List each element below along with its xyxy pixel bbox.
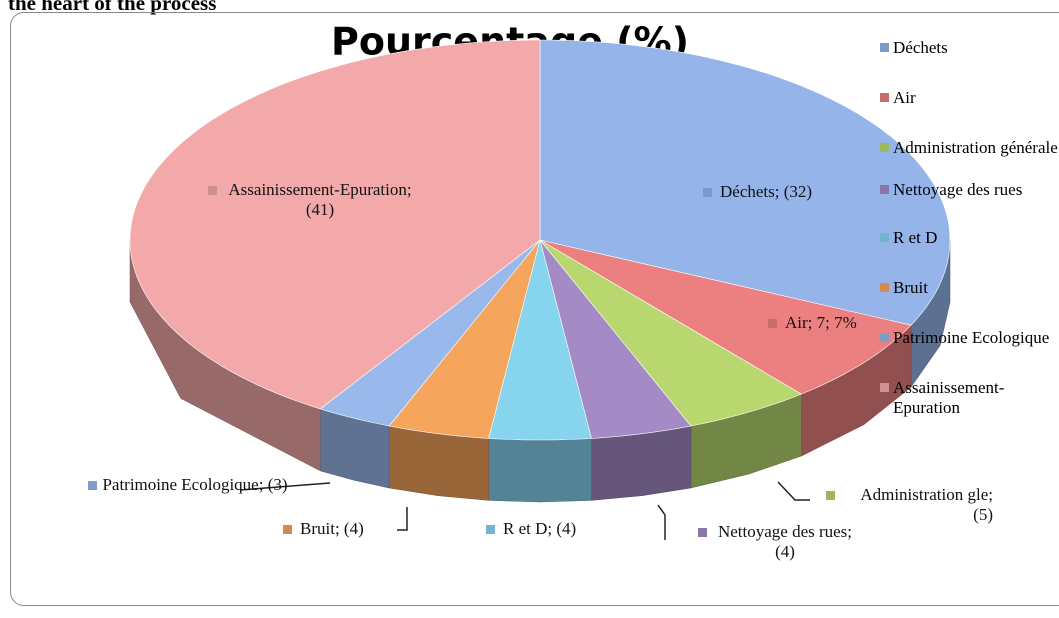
data-label: Nettoyage des rues; (4) — [717, 522, 853, 561]
leader-line — [777, 481, 810, 501]
data-label: Bruit; (4) — [300, 519, 364, 538]
slice — [388, 239, 541, 439]
data-label: Assainissement-Epuration; (41) — [228, 180, 412, 219]
legend-swatch — [880, 185, 889, 194]
legend-item: Déchets — [880, 38, 1059, 58]
slice — [539, 239, 912, 395]
legend-swatch — [880, 43, 889, 52]
data-label: Déchets; (32) — [720, 182, 813, 201]
legend-swatch — [880, 233, 889, 242]
legend-item: Assainissement-Epuration — [880, 378, 1059, 418]
legend-label: Administration générale — [893, 138, 1058, 157]
label-marker — [208, 186, 217, 195]
slice — [488, 238, 592, 441]
data-label: Patrimoine Ecologique; (3) — [102, 475, 288, 494]
legend-swatch — [880, 383, 889, 392]
legend-item: Air — [880, 88, 1059, 108]
legend-swatch — [880, 333, 889, 342]
data-label: Administration gle; (5) — [860, 485, 993, 524]
label-marker — [283, 525, 292, 534]
legend-label: Bruit — [893, 278, 928, 297]
legend-item: Administration générale — [880, 138, 1059, 158]
legend-swatch — [880, 93, 889, 102]
slice — [319, 239, 541, 427]
legend-item: Nettoyage des rues — [880, 180, 1059, 200]
legend-label: Patrimoine Ecologique — [893, 328, 1050, 347]
label-marker — [768, 319, 777, 328]
legend-swatch — [880, 143, 889, 152]
leader-line — [657, 504, 666, 540]
leader-line — [397, 507, 408, 531]
slice-side — [488, 438, 592, 503]
slice — [129, 39, 541, 410]
caption: the heart of the process — [8, 0, 217, 15]
leader-line — [239, 482, 331, 491]
leader-lines — [239, 481, 810, 540]
chart-frame — [10, 12, 1059, 606]
label-marker — [486, 525, 495, 534]
legend-label: Nettoyage des rues — [893, 180, 1023, 199]
legend-label: Air — [893, 88, 916, 107]
data-label: Air; 7; 7% — [785, 313, 857, 332]
legend-swatch — [880, 283, 889, 292]
label-marker — [88, 481, 97, 490]
label-marker — [698, 528, 707, 537]
data-label: R et D; (4) — [503, 519, 577, 538]
legend-label: R et D — [893, 228, 938, 247]
legend-label: Assainissement-Epuration — [893, 378, 1005, 417]
slice — [539, 39, 951, 326]
slice — [539, 239, 692, 439]
legend-label: Déchets — [893, 38, 948, 57]
label-marker — [826, 491, 835, 500]
label-marker — [703, 188, 712, 197]
legend-item: Patrimoine Ecologique — [880, 328, 1059, 348]
slice — [539, 239, 802, 427]
legend-item: Bruit — [880, 278, 1059, 298]
legend-item: R et D — [880, 228, 1059, 248]
